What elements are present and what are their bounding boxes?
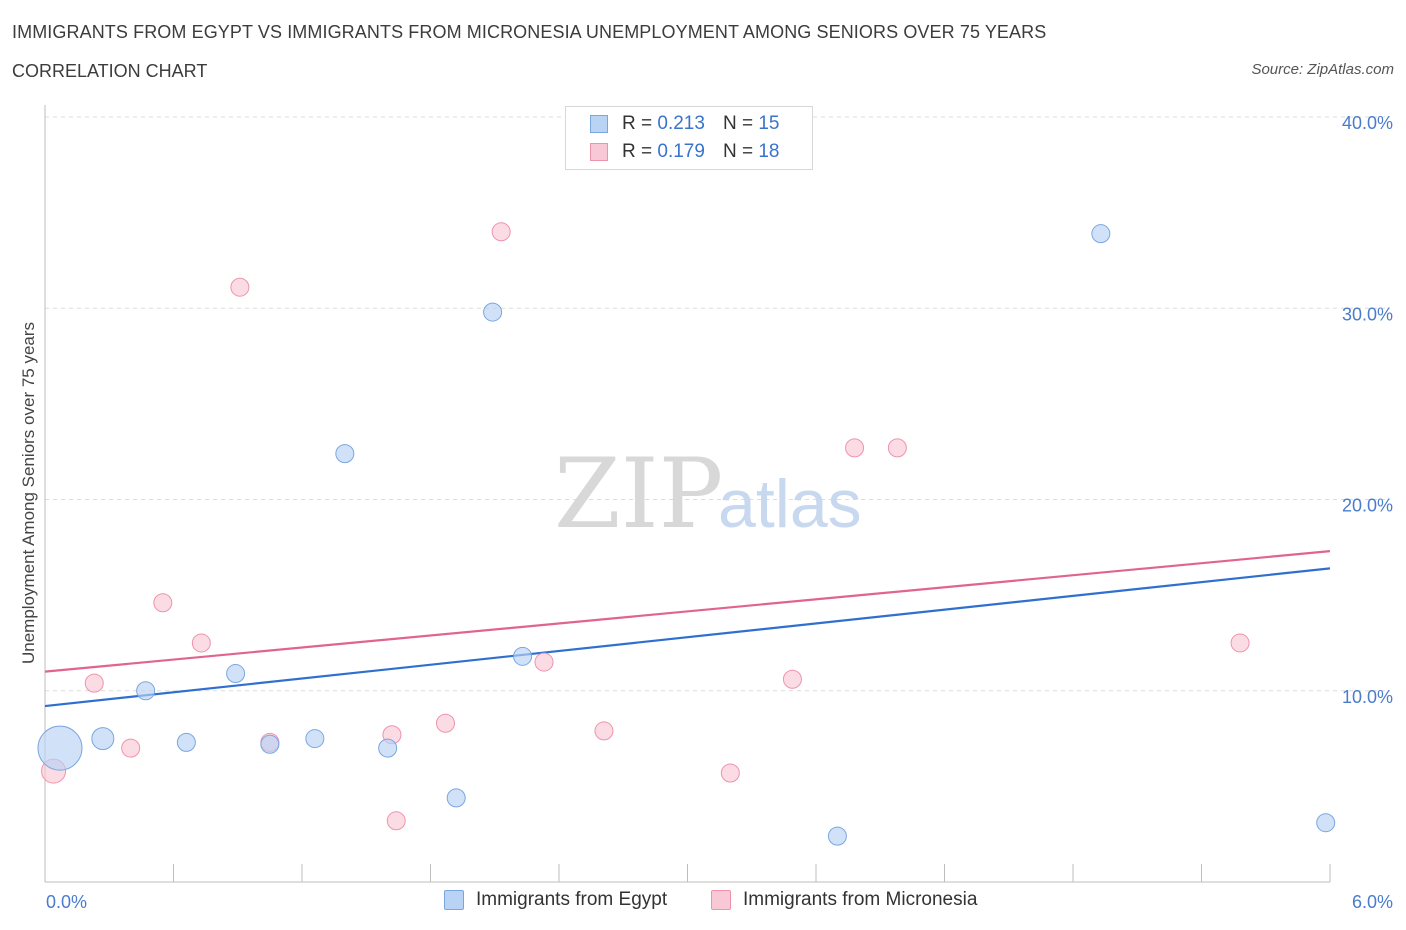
egypt-point: [335, 444, 355, 464]
egypt-point: [91, 727, 115, 751]
watermark: ZIP atlas: [554, 438, 862, 550]
trend-line-micronesia: [44, 550, 1331, 673]
micronesia-n-value: 18: [758, 141, 780, 162]
egypt-point: [260, 734, 280, 754]
egypt-n-value: 15: [758, 113, 780, 134]
legend-item-micronesia[interactable]: Immigrants from Micronesia: [711, 889, 977, 911]
watermark-atlas: atlas: [718, 466, 862, 542]
trend-lines: [44, 550, 1331, 708]
egypt-legend-swatch: [444, 890, 464, 910]
grid-lines: [45, 116, 1390, 692]
watermark-zip: ZIP: [554, 438, 723, 550]
micronesia-legend-swatch: [711, 890, 731, 910]
micronesia-point: [594, 721, 614, 741]
correlation-legend: R = 0.213 N = 15 R = 0.179 N = 18: [565, 106, 813, 170]
egypt-point: [226, 664, 246, 684]
trend-line-egypt: [44, 567, 1331, 708]
egypt-r-label: R =: [622, 113, 653, 134]
egypt-point: [1316, 813, 1336, 833]
micronesia-point: [121, 738, 141, 758]
micronesia-point: [1230, 633, 1250, 653]
x-tick-label: 6.0%: [1352, 892, 1393, 912]
y-tick-label: 20.0%: [1342, 496, 1393, 516]
micronesia-r-label: R =: [622, 141, 653, 162]
chart-subtitle: CORRELATION CHART: [12, 61, 208, 81]
egypt-swatch: [590, 115, 608, 133]
micronesia-r-value: 0.179: [657, 141, 705, 162]
x-tick-label: 0.0%: [46, 892, 87, 912]
micronesia-point: [386, 811, 406, 831]
egypt-point: [1091, 224, 1111, 244]
micronesia-swatch: [590, 143, 608, 161]
legend-row-micronesia: R = 0.179 N = 18: [590, 140, 779, 164]
egypt-point: [513, 646, 533, 666]
egypt-n-label: N =: [722, 113, 754, 134]
egypt-point: [136, 681, 156, 701]
micronesia-point: [782, 669, 802, 689]
micronesia-point: [153, 593, 173, 613]
egypt-point: [483, 302, 503, 322]
egypt-point: [305, 729, 325, 749]
micronesia-point: [887, 438, 907, 458]
y-tick-label: 40.0%: [1342, 113, 1393, 133]
y-axis-label: Unemployment Among Seniors over 75 years: [19, 322, 38, 664]
chart-title: IMMIGRANTS FROM EGYPT VS IMMIGRANTS FROM…: [12, 22, 1047, 42]
legend-item-egypt[interactable]: Immigrants from Egypt: [444, 889, 667, 911]
egypt-legend-label: Immigrants from Egypt: [476, 889, 668, 910]
egypt-point: [446, 788, 466, 808]
micronesia-point: [84, 673, 104, 693]
egypt-r-value: 0.213: [657, 113, 705, 134]
micronesia-point: [230, 277, 250, 297]
micronesia-point: [435, 713, 455, 733]
micronesia-point: [720, 763, 740, 783]
egypt-point: [827, 826, 847, 846]
micronesia-point: [845, 438, 865, 458]
legend-row-egypt: R = 0.213 N = 15: [590, 112, 779, 136]
egypt-point: [378, 738, 398, 758]
micronesia-point: [534, 652, 554, 672]
micronesia-legend-label: Immigrants from Micronesia: [743, 889, 978, 910]
micronesia-point: [491, 222, 511, 242]
micronesia-point: [191, 633, 211, 653]
source-credit: Source: ZipAtlas.com: [1251, 61, 1394, 78]
egypt-point: [176, 732, 196, 752]
egypt-point: [37, 725, 83, 771]
tick-labels: 10.0% 20.0% 30.0% 40.0% 0.0% 6.0%: [46, 113, 1393, 912]
y-tick-label: 30.0%: [1342, 304, 1393, 324]
y-tick-label: 10.0%: [1342, 687, 1393, 707]
micronesia-n-label: N =: [722, 141, 754, 162]
data-points: [37, 222, 1336, 846]
